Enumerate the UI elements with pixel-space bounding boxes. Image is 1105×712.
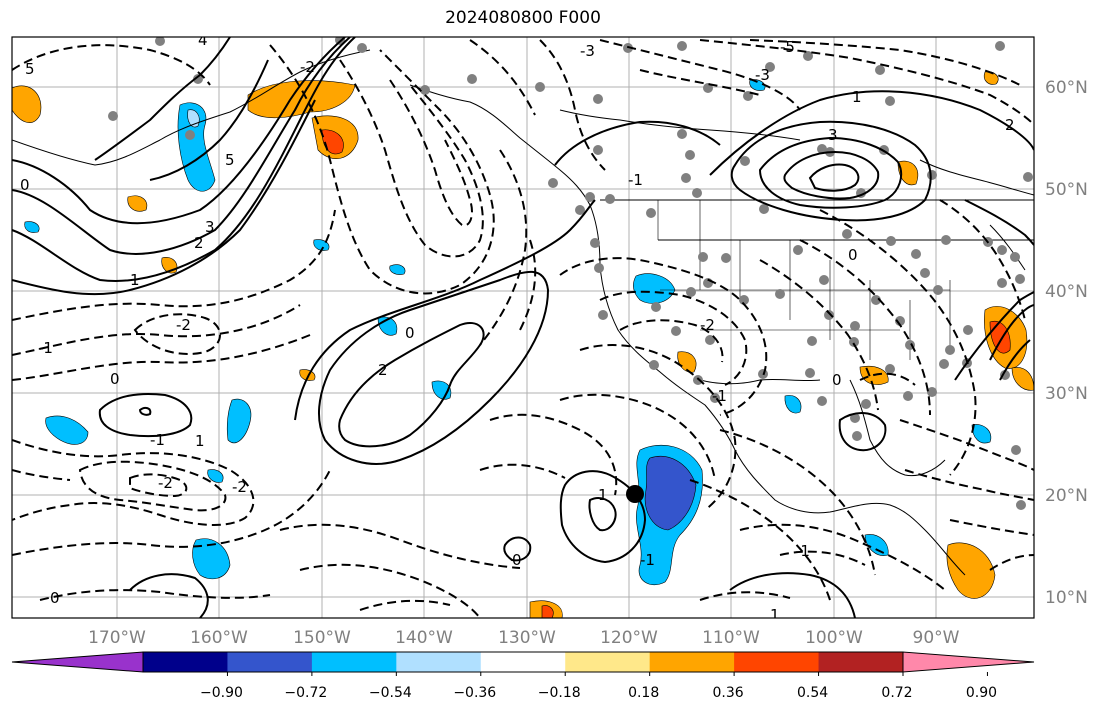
- lon-label: 120°W: [600, 628, 658, 648]
- contour-label: 5: [25, 60, 35, 78]
- contour-label: 3: [828, 126, 838, 144]
- lat-label: 60°N: [1045, 78, 1088, 98]
- colorbar-segment: [734, 652, 820, 672]
- longitude-labels: 170°W 160°W 150°W 140°W 130°W 120°W 110°…: [88, 628, 960, 648]
- map-panel: [12, 37, 1034, 618]
- contour-label: -2: [158, 474, 173, 492]
- contour-label: 0: [832, 371, 842, 389]
- contour-label: -1: [150, 431, 165, 449]
- storm-center-marker: [626, 485, 644, 503]
- contour-label: -1: [640, 551, 655, 569]
- contour-label: 0: [512, 551, 522, 569]
- contour-label: 0: [405, 324, 415, 342]
- colorbar-segment: [12, 652, 143, 672]
- colorbar-tick-label: 0.36: [713, 685, 744, 701]
- contour-label: 3: [205, 218, 215, 236]
- contour-label: 1: [195, 432, 205, 450]
- lon-label: 110°W: [702, 628, 760, 648]
- colorbar-tick-label: 0.90: [966, 685, 997, 701]
- coastlines: [12, 49, 1034, 576]
- colorbar-tick-label: −0.54: [369, 685, 412, 701]
- contour-label: 1: [598, 486, 608, 504]
- lon-label: 170°W: [88, 628, 146, 648]
- state-borders: [657, 200, 951, 360]
- contour-label: -1: [712, 387, 727, 405]
- contour-label: -2: [232, 478, 247, 496]
- negative-shading: [24, 79, 992, 586]
- lat-label: 30°N: [1045, 384, 1088, 404]
- lon-label: 150°W: [293, 628, 351, 648]
- contour-label: 0: [50, 589, 60, 607]
- colorbar-segment: [143, 652, 228, 672]
- colorbar-min-extension: [11, 651, 144, 673]
- contour-label: -1: [38, 339, 53, 357]
- station-dots: [108, 37, 1033, 510]
- contour-label: 2: [378, 361, 388, 379]
- colorbar-tick-label: −0.72: [284, 685, 327, 701]
- colorbar-tick-label: 0.72: [881, 685, 912, 701]
- contour-label: 1: [770, 606, 780, 624]
- contour-label: -2: [700, 316, 715, 334]
- colorbar-max-extension: [902, 651, 1035, 673]
- colorbar-segment: [903, 652, 1034, 672]
- latitude-labels: 60°N 50°N 40°N 30°N 20°N 10°N: [1045, 78, 1088, 608]
- lat-label: 20°N: [1045, 486, 1088, 506]
- lon-label: 130°W: [498, 628, 556, 648]
- colorbar-tick-label: −0.18: [538, 685, 581, 701]
- contour-label: -3: [755, 66, 770, 84]
- colorbar-tick-label: 0.18: [628, 685, 659, 701]
- contour-label: 4: [198, 31, 208, 49]
- contour-label: -3: [580, 42, 595, 60]
- lon-label: 140°W: [395, 628, 453, 648]
- colorbar-segment: [565, 652, 651, 672]
- colorbar-segment: [649, 652, 735, 672]
- colorbar-tick-label: −0.90: [200, 685, 243, 701]
- colorbar-segment: [480, 652, 566, 672]
- lat-label: 10°N: [1045, 588, 1088, 608]
- contour-label: 2: [194, 234, 204, 252]
- contour-labels: 5 4 3 2 1 0 -1 -2 -3 -5 0 1 2 5 3 0 -1 -…: [20, 31, 1015, 624]
- lat-label: 40°N: [1045, 282, 1088, 302]
- contour-label: 0: [110, 370, 120, 388]
- contour-label: -2: [300, 58, 315, 76]
- lon-label: 160°W: [190, 628, 248, 648]
- contour-label: -1: [795, 542, 810, 560]
- lon-label: 100°W: [805, 628, 863, 648]
- colorbar-tick-label: −0.36: [453, 685, 496, 701]
- contour-label: -5: [780, 38, 795, 56]
- contour-label: -1: [628, 171, 643, 189]
- contour-label: 5: [225, 151, 235, 169]
- lat-label: 50°N: [1045, 180, 1088, 200]
- positive-shading: [12, 71, 1034, 618]
- dashed-contours: [12, 39, 1034, 618]
- contour-label: 1: [852, 88, 862, 106]
- colorbar: −0.90 −0.72 −0.54 −0.36 −0.18 0.18 0.36 0.54 0.7…: [11, 651, 1035, 701]
- map-frame: [11, 36, 1035, 619]
- contour-label: 0: [848, 246, 858, 264]
- colorbar-segment: [818, 652, 904, 672]
- colorbar-tick-label: 0.54: [797, 685, 828, 701]
- map-title: 2024080800 F000: [445, 8, 601, 28]
- colorbar-segment: [227, 652, 313, 672]
- contour-label: -2: [176, 316, 191, 334]
- lon-label: 90°W: [913, 628, 960, 648]
- contour-label: 0: [20, 176, 30, 194]
- contour-label: 2: [1005, 116, 1015, 134]
- solid-contours: [12, 37, 1034, 618]
- contour-label: 1: [130, 271, 140, 289]
- colorbar-segment: [396, 652, 482, 672]
- colorbar-segment: [311, 652, 397, 672]
